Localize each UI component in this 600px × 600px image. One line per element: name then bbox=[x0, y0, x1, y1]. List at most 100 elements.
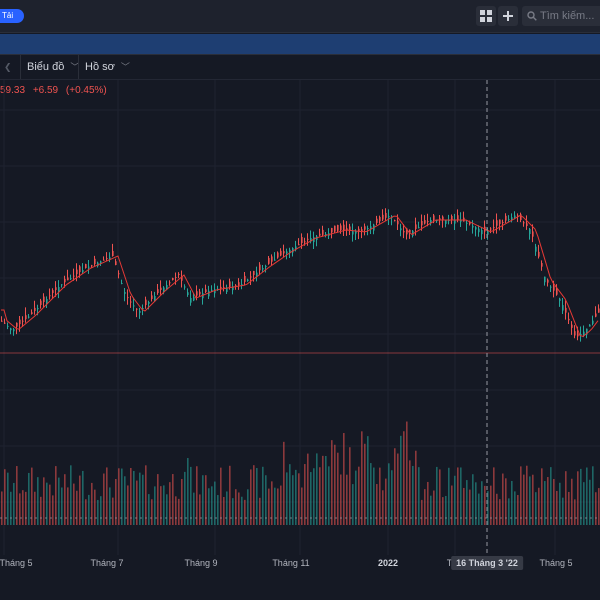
volume-bar bbox=[331, 440, 333, 525]
volume-bar bbox=[481, 481, 483, 525]
search-input[interactable]: Tìm kiếm... bbox=[522, 6, 600, 26]
candle-body bbox=[76, 269, 78, 275]
volume-bar bbox=[322, 455, 324, 525]
candle-body bbox=[283, 251, 285, 254]
volume-bar bbox=[73, 483, 75, 525]
volume-bar bbox=[376, 484, 378, 525]
volume-bar bbox=[85, 499, 87, 525]
candle-body bbox=[208, 290, 210, 297]
chevron-left-icon[interactable]: ❮ bbox=[4, 62, 12, 72]
volume-bar bbox=[466, 480, 468, 525]
volume-bar bbox=[106, 467, 108, 525]
candle-body bbox=[100, 261, 102, 263]
volume-bar bbox=[409, 460, 411, 525]
candle-body bbox=[1, 320, 3, 322]
volume-bar bbox=[271, 481, 273, 525]
candle-body bbox=[181, 276, 183, 281]
volume-bar bbox=[316, 453, 318, 525]
volume-bar bbox=[301, 487, 303, 525]
price-quote: 59.33 +6.59 (+0.45%) bbox=[0, 85, 112, 96]
volume-bar bbox=[535, 492, 537, 525]
candle-body bbox=[205, 289, 207, 292]
volume-bar bbox=[52, 495, 54, 525]
candle-body bbox=[580, 334, 582, 335]
menu-chart[interactable]: Biểu đồ ﹀ bbox=[20, 55, 85, 79]
volume-bar bbox=[397, 453, 399, 525]
volume-bar bbox=[475, 482, 477, 525]
candle-body bbox=[295, 246, 297, 250]
volume-bar bbox=[559, 482, 561, 525]
grid-icon[interactable] bbox=[476, 6, 496, 26]
volume-bar bbox=[373, 467, 375, 525]
price-chart[interactable] bbox=[0, 80, 600, 555]
toggle-switch[interactable]: Tải bbox=[0, 9, 24, 23]
candle-body bbox=[559, 298, 561, 301]
candle-body bbox=[478, 228, 480, 233]
volume-bar bbox=[526, 465, 528, 525]
candle-body bbox=[91, 265, 93, 267]
candle-body bbox=[304, 241, 306, 243]
candle-body bbox=[40, 300, 42, 305]
volume-bar bbox=[43, 477, 45, 525]
plus-icon[interactable] bbox=[498, 6, 518, 26]
info-banner bbox=[0, 34, 600, 55]
candle-body bbox=[259, 264, 261, 271]
volume-bar bbox=[217, 495, 219, 525]
candle-body bbox=[418, 227, 420, 229]
candle-body bbox=[79, 266, 81, 273]
volume-bar bbox=[208, 488, 210, 525]
volume-bar bbox=[511, 480, 513, 525]
candle-body bbox=[532, 231, 534, 237]
chevron-down-icon: ﹀ bbox=[70, 62, 80, 72]
volume-bar bbox=[490, 485, 492, 525]
volume-bar bbox=[58, 477, 60, 525]
candle-body bbox=[106, 258, 108, 260]
candle-body bbox=[406, 228, 408, 235]
candle-body bbox=[565, 307, 567, 313]
volume-bar bbox=[91, 482, 93, 525]
volume-bar bbox=[121, 468, 123, 525]
candle-body bbox=[337, 224, 339, 231]
volume-bar bbox=[565, 471, 567, 525]
candle-body bbox=[85, 264, 87, 268]
volume-bar bbox=[61, 487, 63, 525]
candle-body bbox=[379, 217, 381, 222]
volume-bar bbox=[166, 494, 168, 525]
candle-body bbox=[301, 237, 303, 244]
candle-body bbox=[388, 216, 390, 218]
candle-body bbox=[163, 287, 165, 292]
volume-bar bbox=[250, 469, 252, 525]
candle-body bbox=[226, 287, 228, 292]
volume-bar bbox=[406, 421, 408, 525]
volume-bar bbox=[268, 488, 270, 525]
menu-profile[interactable]: Hồ sơ ﹀ bbox=[78, 55, 136, 79]
volume-bar bbox=[193, 492, 195, 525]
candle-body bbox=[130, 301, 132, 303]
candle-body bbox=[499, 219, 501, 225]
candle-body bbox=[550, 286, 552, 288]
volume-bar bbox=[286, 472, 288, 525]
volume-bar bbox=[241, 496, 243, 525]
candle-body bbox=[211, 289, 213, 291]
candle-body bbox=[49, 295, 51, 297]
volume-bar bbox=[358, 466, 360, 525]
candle-body bbox=[184, 286, 186, 288]
candle-body bbox=[352, 231, 354, 235]
volume-bar bbox=[259, 497, 261, 525]
chevron-down-icon: ﹀ bbox=[120, 62, 130, 72]
candle-body bbox=[229, 281, 231, 287]
candle-body bbox=[175, 276, 177, 278]
volume-bar bbox=[151, 499, 153, 525]
volume-bar bbox=[145, 465, 147, 525]
candle-body bbox=[238, 282, 240, 286]
volume-bar bbox=[13, 482, 15, 525]
volume-bar bbox=[580, 468, 582, 525]
volume-bar bbox=[10, 491, 12, 525]
volume-bar bbox=[568, 491, 570, 525]
candle-body bbox=[361, 229, 363, 232]
candle-body bbox=[382, 214, 384, 220]
volume-bar bbox=[400, 435, 402, 525]
candle-body bbox=[190, 298, 192, 303]
volume-bar bbox=[385, 478, 387, 525]
volume-bar bbox=[328, 466, 330, 525]
